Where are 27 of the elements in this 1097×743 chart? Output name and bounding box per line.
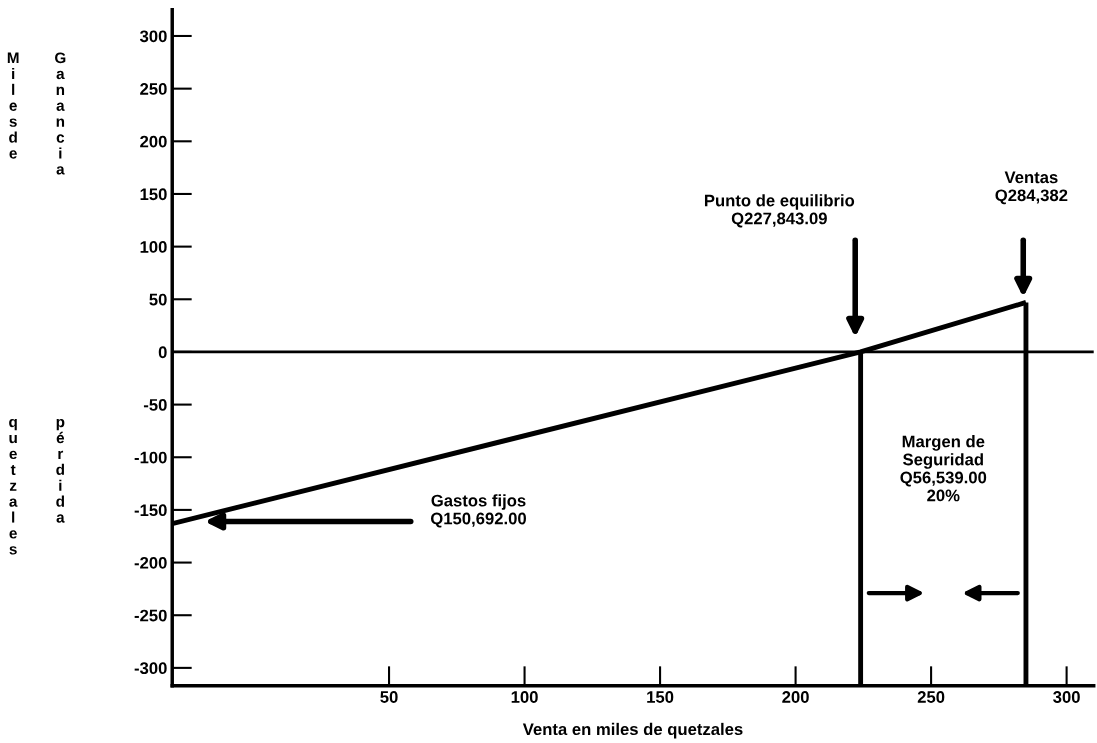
y-tick-label: -200: [134, 556, 167, 569]
x-tick-label: 300: [1053, 691, 1080, 703]
y-tick-label: 50: [149, 293, 167, 306]
annotation: Margen de Seguridad Q56,539.00 20%: [900, 435, 987, 502]
y-tick-label: 300: [139, 30, 167, 43]
x-tick-label: 100: [511, 691, 538, 703]
y-tick-label: 100: [140, 241, 167, 253]
y-tick-label: 0: [158, 346, 167, 359]
y-tick-label: 250: [140, 83, 167, 95]
y-tick-label: 150: [140, 188, 167, 201]
y-tick-label: -150: [134, 504, 167, 517]
text: pérdida: [56, 418, 65, 523]
x-tick-label: 50: [380, 691, 398, 703]
text: Ganancia: [55, 52, 66, 175]
annotation: Punto de equilibrio Q227,843.09: [704, 194, 855, 228]
y-tick-label: -50: [143, 399, 167, 411]
x-tick-label: 150: [647, 691, 674, 703]
y-tick-label: -100: [134, 451, 167, 464]
y-tick-label: -250: [134, 609, 167, 622]
text: Miles de quetzales: [7, 52, 19, 555]
x-tick-label: 250: [917, 691, 945, 703]
x-tick-label: 200: [782, 691, 809, 703]
annotation: Ventas Q284,382: [995, 171, 1068, 205]
x-axis-title: Venta en miles de quetzales: [522, 722, 743, 739]
y-tick-label: 200: [140, 135, 167, 148]
annotation: Gastos fijos Q150,692.00: [430, 494, 526, 528]
y-tick-label: -300: [134, 662, 167, 675]
